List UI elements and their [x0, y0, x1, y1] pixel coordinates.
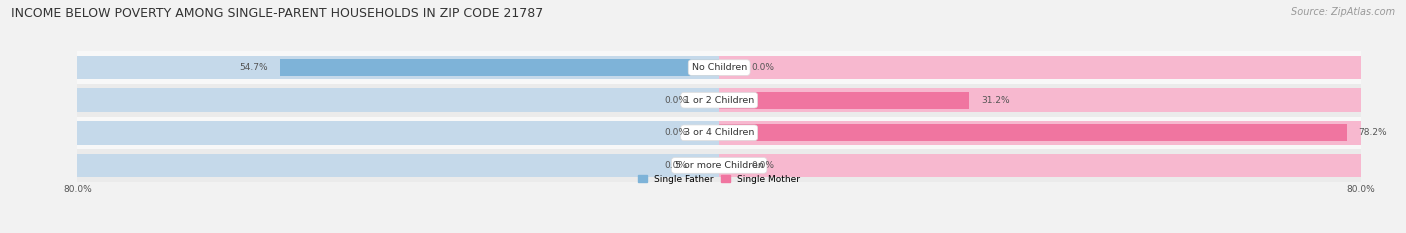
Bar	[77, 154, 720, 177]
Bar	[720, 154, 1361, 177]
Bar	[77, 56, 720, 79]
Text: 31.2%: 31.2%	[981, 96, 1010, 105]
Bar	[77, 116, 1361, 149]
Bar	[77, 121, 720, 144]
Bar	[720, 124, 1347, 141]
Text: No Children: No Children	[692, 63, 747, 72]
Text: 0.0%: 0.0%	[664, 96, 688, 105]
Bar	[77, 89, 720, 112]
Text: 5 or more Children: 5 or more Children	[675, 161, 763, 170]
Text: INCOME BELOW POVERTY AMONG SINGLE-PARENT HOUSEHOLDS IN ZIP CODE 21787: INCOME BELOW POVERTY AMONG SINGLE-PARENT…	[11, 7, 544, 20]
Text: 0.0%: 0.0%	[751, 161, 775, 170]
Text: 1 or 2 Children: 1 or 2 Children	[685, 96, 754, 105]
Text: 54.7%: 54.7%	[239, 63, 269, 72]
Text: 3 or 4 Children: 3 or 4 Children	[683, 128, 755, 137]
Bar	[77, 149, 1361, 182]
Bar	[720, 89, 1361, 112]
Bar	[720, 56, 1361, 79]
Bar	[280, 59, 720, 76]
Bar	[77, 51, 1361, 84]
Text: 78.2%: 78.2%	[1358, 128, 1388, 137]
Bar	[720, 92, 970, 109]
Text: 0.0%: 0.0%	[751, 63, 775, 72]
Legend: Single Father, Single Mother: Single Father, Single Mother	[634, 171, 804, 188]
Bar	[77, 84, 1361, 116]
Bar	[720, 121, 1361, 144]
Text: Source: ZipAtlas.com: Source: ZipAtlas.com	[1291, 7, 1395, 17]
Text: 0.0%: 0.0%	[664, 161, 688, 170]
Text: 0.0%: 0.0%	[664, 128, 688, 137]
